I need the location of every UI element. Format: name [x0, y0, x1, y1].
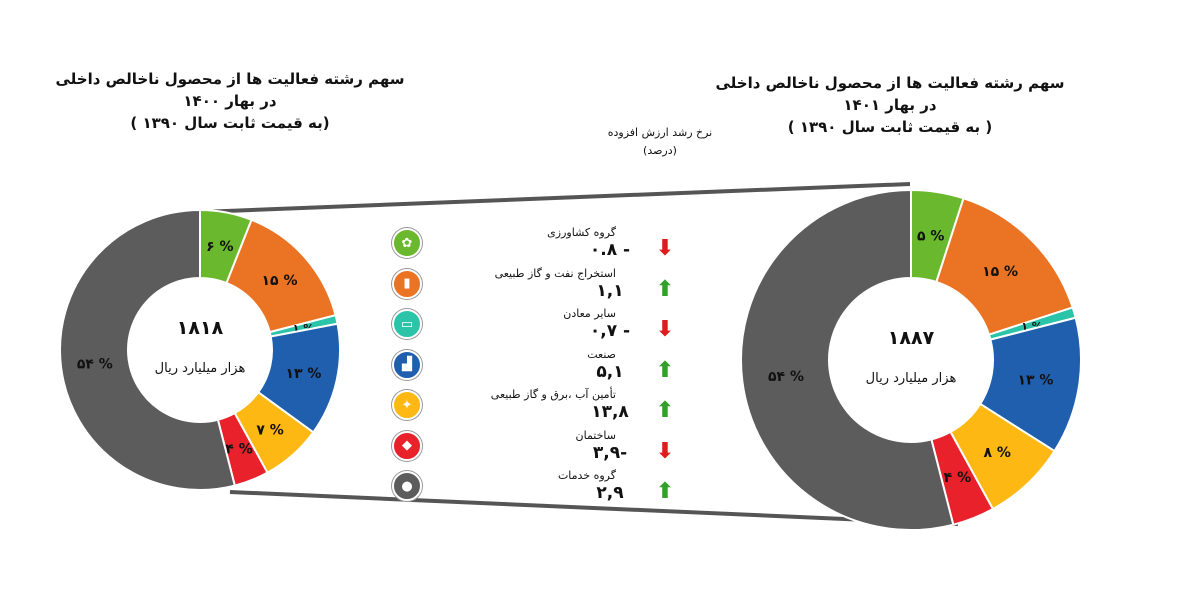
- left-center-unit: هزار میلیارد ریال: [155, 361, 246, 376]
- legend-label: گروه خدمات: [557, 469, 616, 482]
- connector-lines: [199, 182, 959, 526]
- donut-1400-label-1: ۱۵ %: [262, 273, 298, 289]
- right-title-line-3: ( به قیمت ثابت سال ۱۳۹۰ ): [787, 118, 993, 136]
- left-chart-title: سهم رشته فعالیت ها از محصول ناخالص داخلی…: [40, 68, 420, 134]
- legend-label: استخراج نفت و گاز طبیعی: [494, 266, 616, 280]
- donut-1401-label-0: ۵ %: [917, 229, 944, 245]
- donut-1400-label-0: ۶ %: [206, 239, 233, 255]
- donut-1401-label-3: ۱۳ %: [1017, 373, 1053, 389]
- growth-value: ۱۳,۸: [591, 402, 629, 422]
- arrow-up-icon: ⬆: [655, 398, 675, 423]
- left-center-value: ۱۸۱۸: [177, 317, 224, 339]
- arrow-up-icon: ⬆: [655, 276, 675, 302]
- legend-label: گروه کشاورزی: [547, 226, 616, 239]
- growth-header-line-2: (درصد): [643, 144, 677, 157]
- connector-line-bottom: [229, 490, 959, 526]
- growth-value: ۵,۱: [596, 361, 624, 382]
- legend-label: سایر معادن: [563, 307, 616, 320]
- left-title-line-2: در بهار ۱۴۰۰: [183, 92, 277, 110]
- legend-item: ▮ استخراج نفت و گاز طبیعی: [392, 267, 632, 307]
- donut-1400-label-4: ۷ %: [256, 423, 283, 439]
- arrow-down-icon: ⬇: [655, 236, 675, 261]
- donut-chart-1400: ۶ %۱۵ %۱ %۱۳ %۷ %۴ %۵۴ %: [59, 208, 341, 491]
- right-title-line-2: در بهار ۱۴۰۱: [843, 96, 937, 114]
- left-title-line-3: (به قیمت ثابت سال ۱۳۹۰ ): [130, 114, 330, 132]
- donut-1401-label-6: ۵۴ %: [768, 369, 804, 385]
- growth-value: ۳,۹-: [592, 442, 628, 463]
- growth-value: ۰,۷ -: [589, 321, 631, 341]
- oil-barrel-icon: ▮: [392, 268, 422, 299]
- arrow-up-icon: ⬆: [655, 479, 675, 504]
- donut-1401-label-1: ۱۵ %: [982, 264, 1018, 280]
- donut-chart-1401: ۵ %۱۵ %۱ %۱۳ %۸ %۴ %۵۴ %: [739, 188, 1083, 531]
- donut-1400-label-6: ۵۴ %: [77, 356, 113, 372]
- growth-rate-header: نرخ رشد ارزش افزوده (درصد): [560, 124, 760, 160]
- legend-item: ✦ تأمین آب ،برق و گاز طبیعی: [392, 388, 632, 428]
- growth-value: ۰.۸ -: [589, 240, 631, 260]
- donut-1400-slice-6: [59, 208, 237, 491]
- legend-label: تأمین آب ،برق و گاز طبیعی: [490, 388, 616, 401]
- factory-icon: ▟: [392, 349, 422, 380]
- lightbulb-icon: ✦: [392, 390, 422, 420]
- growth-value: ۲,۹: [596, 483, 624, 503]
- growth-value: ۱,۱: [596, 280, 624, 301]
- legend-item: ◆ ساختمان: [392, 429, 632, 469]
- construction-icon: ◆: [392, 430, 422, 461]
- left-title-line-1: سهم رشته فعالیت ها از محصول ناخالص داخلی: [55, 70, 405, 88]
- donut-1400-label-3: ۱۳ %: [285, 366, 321, 382]
- donut-1401-label-5: ۴ %: [944, 470, 971, 486]
- growth-header-line-1: نرخ رشد ارزش افزوده: [607, 126, 713, 139]
- arrow-down-icon: ⬇: [655, 438, 675, 464]
- right-center-text: ۱۸۸۷ هزار میلیارد ریال: [866, 327, 957, 386]
- legend-item: ● گروه خدمات: [392, 469, 632, 509]
- legend-item: ▭ سایر معادن: [392, 307, 632, 347]
- wheat-icon: ✿: [392, 228, 422, 258]
- donut-1401-slice-6: [739, 188, 955, 531]
- donut-1400-label-5: ۴ %: [225, 442, 252, 458]
- legend-label: صنعت: [587, 347, 616, 361]
- legend-label: ساختمان: [575, 428, 616, 442]
- right-center-unit: هزار میلیارد ریال: [866, 371, 957, 386]
- legend-item: ✿ گروه کشاورزی: [392, 226, 632, 266]
- left-center-text: ۱۸۱۸ هزار میلیارد ریال: [155, 317, 246, 376]
- right-chart-title: سهم رشته فعالیت ها از محصول ناخالص داخلی…: [700, 72, 1080, 138]
- connector-line-top: [199, 182, 911, 214]
- arrow-up-icon: ⬆: [655, 357, 675, 383]
- services-icon: ●: [392, 471, 422, 501]
- right-title-line-1: سهم رشته فعالیت ها از محصول ناخالص داخلی: [715, 74, 1065, 92]
- right-center-value: ۱۸۸۷: [888, 327, 935, 349]
- mining-cart-icon: ▭: [392, 309, 422, 339]
- legend-item: ▟ صنعت: [392, 348, 632, 388]
- arrow-down-icon: ⬇: [655, 317, 675, 342]
- donut-1401-label-4: ۸ %: [984, 445, 1011, 461]
